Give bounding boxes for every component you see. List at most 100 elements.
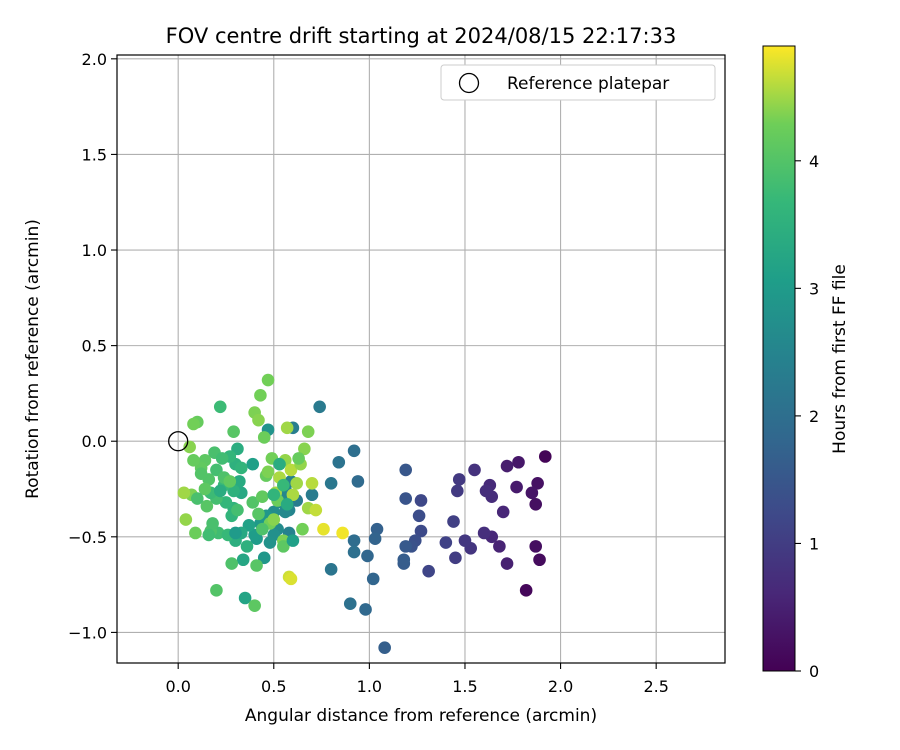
data-point [525, 486, 539, 500]
y-axis-ticks: −1.0 −0.5 0.0 0.5 1.0 1.5 2.0 [68, 50, 117, 642]
data-point [238, 591, 252, 605]
data-point [179, 513, 193, 526]
data-point [317, 522, 330, 536]
data-point [531, 476, 544, 490]
data-point [280, 498, 294, 511]
data-point [500, 459, 514, 473]
y-tick-label: 0.0 [82, 432, 107, 451]
data-point [479, 484, 493, 498]
data-point [277, 540, 290, 553]
colorbar-label: Hours from first FF file [830, 264, 850, 454]
data-point [412, 509, 426, 523]
data-point [351, 475, 365, 488]
data-point [324, 563, 338, 576]
data-point [227, 484, 240, 498]
data-point [305, 476, 319, 490]
data-point [257, 551, 271, 565]
data-point [210, 463, 223, 477]
data-point [250, 559, 263, 572]
data-point [324, 476, 338, 490]
y-tick-label: −0.5 [68, 528, 107, 547]
data-point [227, 425, 240, 438]
data-point [252, 507, 265, 521]
data-point [213, 484, 227, 498]
y-tick-label: 2.0 [82, 50, 107, 69]
data-point [529, 540, 543, 553]
data-point [213, 400, 227, 414]
data-point [206, 517, 219, 530]
data-point [538, 450, 552, 463]
data-point [187, 417, 200, 431]
colorbar-tick-label: 2 [809, 407, 819, 426]
data-point [248, 599, 261, 612]
data-point [309, 503, 323, 517]
data-point [414, 524, 428, 538]
colorbar-tick-label: 3 [809, 279, 819, 298]
data-point [296, 522, 309, 536]
data-point [399, 540, 413, 553]
data-point [533, 553, 546, 567]
data-point [200, 499, 214, 513]
data-point [261, 373, 275, 387]
data-point [414, 494, 428, 507]
data-point [198, 482, 212, 496]
data-point [277, 478, 290, 492]
colorbar-ticks: 0 1 2 3 4 [795, 152, 819, 681]
data-point [273, 457, 286, 471]
data-point [284, 463, 298, 477]
data-point [366, 572, 380, 586]
data-point [301, 425, 315, 438]
data-point [263, 536, 277, 549]
data-point [452, 473, 466, 486]
grid-lines [117, 55, 725, 663]
data-point [189, 526, 202, 540]
y-tick-label: 1.5 [82, 145, 107, 164]
data-point [194, 467, 208, 481]
data-point [240, 540, 254, 553]
legend: Reference platepar [440, 64, 716, 101]
data-point [313, 400, 326, 414]
data-point [347, 444, 361, 458]
data-point [422, 564, 435, 578]
data-point [359, 603, 372, 616]
data-point [246, 496, 260, 509]
data-point [347, 545, 361, 559]
legend-label: Reference platepar [507, 74, 669, 94]
reference-marker [168, 431, 189, 452]
data-point [187, 454, 200, 467]
x-tick-label: 2.0 [548, 677, 573, 696]
data-point [519, 584, 533, 597]
data-point [210, 584, 223, 597]
data-point [252, 413, 265, 427]
data-point [256, 522, 269, 536]
data-point [286, 534, 300, 547]
data-point [332, 455, 346, 469]
y-tick-label: 0.5 [82, 337, 107, 356]
data-point [225, 557, 239, 570]
data-point [449, 551, 462, 565]
colorbar-gradient [762, 45, 796, 672]
data-point [378, 641, 391, 655]
y-tick-label: 1.0 [82, 241, 107, 260]
y-tick-label: −1.0 [68, 623, 107, 642]
data-point [292, 452, 305, 465]
data-point [257, 431, 271, 444]
data-point [347, 534, 361, 547]
data-point [246, 457, 260, 471]
x-axis-label: Angular distance from reference (arcmin) [245, 706, 597, 726]
data-point [529, 498, 543, 511]
data-point [242, 519, 256, 532]
data-point [177, 486, 191, 500]
data-point [512, 455, 525, 469]
data-point [397, 553, 411, 567]
x-tick-label: 0.5 [261, 677, 286, 696]
reference-platepar-marker [168, 431, 189, 452]
data-point [493, 540, 506, 553]
colorbar-tick-label: 4 [809, 152, 819, 171]
colorbar-tick-label: 1 [809, 534, 819, 553]
data-point [451, 484, 464, 498]
data-point [290, 476, 304, 490]
data-point [399, 463, 413, 477]
data-point [496, 505, 510, 519]
